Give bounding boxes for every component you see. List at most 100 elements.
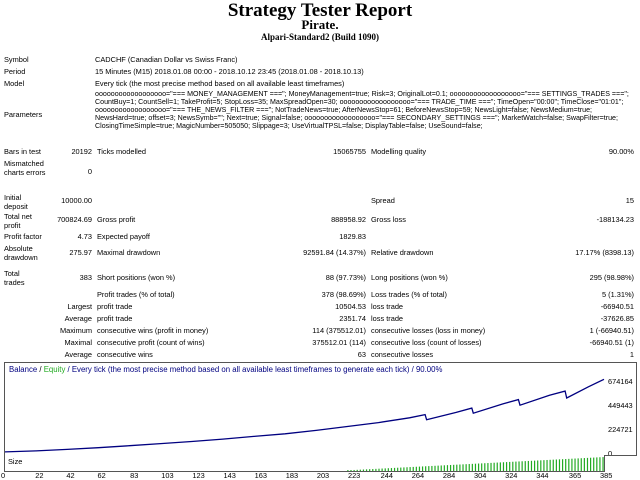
- x-tick-label: 83: [130, 471, 139, 480]
- size-label: Size: [8, 457, 23, 466]
- deposit-label: Initial deposit: [4, 193, 28, 211]
- volume-bar: [515, 461, 517, 471]
- volume-bar: [546, 459, 548, 471]
- mismatched-value: 0: [87, 167, 92, 176]
- legend-equity: Equity: [43, 365, 66, 374]
- x-tick-label: 42: [66, 471, 75, 480]
- volume-bar: [465, 464, 467, 471]
- volume-bar: [593, 457, 595, 471]
- volume-bar: [378, 468, 380, 471]
- volume-bar: [400, 467, 402, 471]
- parameters-label: Parameters: [4, 110, 43, 119]
- x-tick-label: 62: [97, 471, 106, 480]
- y-tick-label: 674164: [608, 377, 633, 386]
- x-tick-label: 103: [161, 471, 174, 480]
- x-tick-label: 304: [473, 471, 487, 480]
- volume-bar: [471, 463, 473, 471]
- maximal-consecutive-loss-value: -66940.51 (1): [589, 338, 634, 347]
- spread-value: 15: [625, 196, 634, 205]
- maximal-drawdown-label: Maximal drawdown: [97, 248, 161, 257]
- legend-balance: Balance: [9, 365, 38, 374]
- volume-bar: [568, 458, 570, 471]
- net-profit-value: 700824.69: [57, 215, 92, 224]
- volume-bar: [552, 459, 554, 471]
- volume-bar: [580, 458, 582, 471]
- gross-profit-label: Gross profit: [97, 215, 136, 224]
- average-label: Average: [64, 314, 92, 323]
- volume-bar: [372, 469, 374, 471]
- x-tick-label: 0: [1, 471, 6, 480]
- long-positions-value: 295 (98.98%): [589, 273, 634, 282]
- volume-bar: [459, 464, 461, 471]
- volume-bar: [412, 466, 414, 471]
- volume-bars: [347, 457, 604, 471]
- volume-bar: [499, 462, 501, 471]
- average-profit-label: profit trade: [97, 314, 133, 323]
- volume-bar: [487, 463, 489, 471]
- volume-bar: [493, 462, 495, 471]
- legend-separator: /: [37, 365, 44, 374]
- total-trades-label: Total trades: [4, 269, 25, 287]
- loss-trades-value: 5 (1.31%): [601, 290, 634, 299]
- x-tick-label: 284: [442, 471, 456, 480]
- symbol-value: CADCHF (Canadian Dollar vs Swiss Franc): [95, 55, 238, 64]
- expected-payoff-value: 1829.83: [339, 232, 366, 241]
- x-tick-label: 365: [568, 471, 582, 480]
- average-consecutive-label: Average: [64, 350, 92, 359]
- volume-bar: [353, 469, 355, 471]
- parameters-value: oooooooooooooooooo="=== MONEY_MANAGEMENT…: [95, 90, 629, 131]
- volume-bar: [449, 464, 452, 471]
- mismatched-label: Mismatched charts errors: [4, 159, 46, 177]
- x-tick-label: 203: [316, 471, 330, 480]
- average-loss-value: -37626.85: [600, 314, 634, 323]
- volume-bar: [481, 463, 483, 471]
- model-label: Model: [4, 79, 25, 88]
- max-consecutive-wins-label: consecutive wins (profit in money): [97, 326, 209, 335]
- volume-bar: [446, 465, 449, 471]
- x-tick-label: 223: [347, 471, 361, 480]
- average-profit-value: 2351.74: [339, 314, 366, 323]
- maximum-label: Maximum: [59, 326, 92, 335]
- volume-bar: [428, 466, 430, 471]
- volume-bar: [577, 458, 579, 471]
- volume-bar: [387, 468, 389, 471]
- volume-bar: [369, 469, 371, 471]
- maximal-consecutive-loss-label: consecutive loss (count of losses): [371, 338, 482, 347]
- volume-bar: [518, 461, 520, 471]
- avg-consecutive-wins-label: consecutive wins: [97, 350, 153, 359]
- profit-trades-label: Profit trades (% of total): [97, 290, 175, 299]
- volume-bar: [362, 469, 365, 471]
- total-trades-value: 383: [79, 273, 92, 282]
- x-tick-label: 183: [285, 471, 299, 480]
- volume-bar: [347, 470, 349, 471]
- expert-name: Pirate.: [301, 17, 339, 32]
- volume-bar: [540, 460, 542, 471]
- volume-bar: [381, 468, 383, 471]
- volume-bar: [375, 468, 377, 471]
- volume-bar: [586, 457, 589, 471]
- x-tick-label: 163: [254, 471, 267, 480]
- volume-bar: [502, 462, 505, 471]
- volume-bar: [490, 462, 492, 471]
- absolute-drawdown-value: 275.97: [69, 248, 92, 257]
- report-title: Strategy Tester Report: [227, 0, 413, 21]
- volume-bar: [533, 460, 536, 471]
- largest-profit-label: profit trade: [97, 302, 133, 311]
- volume-bar: [418, 466, 421, 471]
- maximal-label: Maximal: [64, 338, 92, 347]
- volume-bar: [456, 464, 458, 471]
- ticks-label: Ticks modelled: [97, 147, 147, 156]
- maximal-consecutive-profit-label: consecutive profit (count of wins): [97, 338, 205, 347]
- volume-bar: [384, 468, 386, 471]
- balance-chart: Balance / Equity / Every tick (the most …: [4, 362, 637, 456]
- volume-bar: [437, 465, 439, 471]
- largest-loss-value: -66940.51: [600, 302, 634, 311]
- y-tick-label: 0: [608, 449, 612, 455]
- volume-bar: [409, 467, 411, 471]
- volume-bar: [583, 458, 585, 471]
- x-tick-label: 143: [223, 471, 236, 480]
- volume-bar: [512, 461, 514, 471]
- volume-bar: [393, 467, 396, 471]
- volume-bar: [561, 459, 564, 471]
- expected-payoff-label: Expected payoff: [97, 232, 150, 241]
